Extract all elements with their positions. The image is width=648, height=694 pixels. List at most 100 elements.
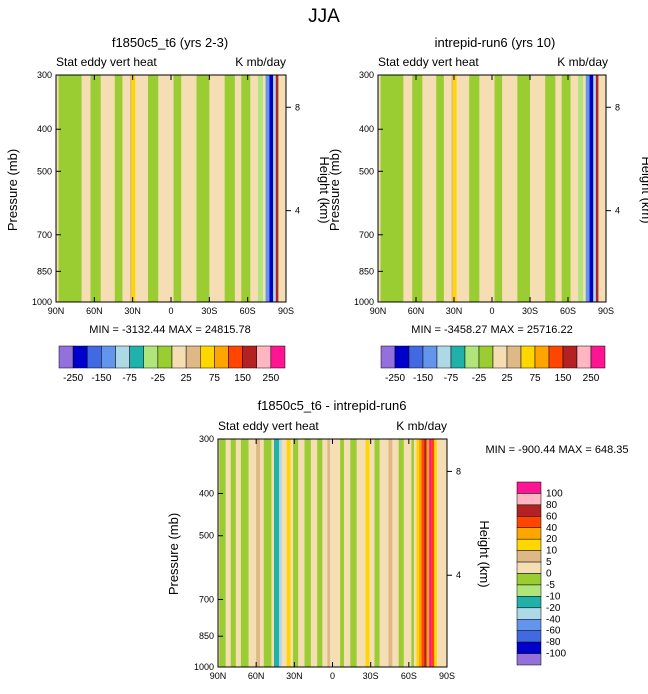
stats-text: MIN = -3458.27 MAX = 25716.22 (411, 324, 572, 336)
contour-band (263, 439, 272, 667)
colorbar-box (516, 516, 542, 528)
contour-band (365, 439, 370, 667)
colorbar-box (87, 345, 102, 369)
colorbar-box (478, 345, 494, 369)
colorbar-label: 250 (263, 373, 280, 384)
colorbar-box (516, 538, 542, 551)
colorbar-label: -25 (151, 373, 166, 384)
variable-label: Stat eddy vert heat (218, 419, 319, 433)
colorbar-label: -80 (546, 637, 561, 648)
colorbar-box (516, 630, 542, 643)
plot-area: 90N 60N 30N 0 30S 60S 90S 300 400 500 700 850 1000 8 4 (32, 70, 300, 316)
y-tick-label: 1000 (194, 662, 214, 672)
contour-band (585, 75, 590, 302)
contour-band (421, 439, 425, 667)
colorbar-box (520, 345, 536, 369)
contour-band (240, 439, 249, 667)
colorbar-box (516, 504, 542, 517)
y-tick-label: 700 (37, 230, 52, 240)
colorbar-label: -100 (546, 649, 566, 660)
y-tick-label: 850 (359, 266, 374, 276)
x-tick-label: 60N (86, 306, 103, 316)
contour-band (230, 439, 236, 667)
colorbar-label: 150 (555, 373, 572, 384)
plot-area: 90N 60N 30N 0 30S 60S 90S 300 400 500 700 850 1000 8 4 (354, 70, 620, 316)
contour-band (327, 439, 330, 667)
colorbar-box (506, 345, 522, 369)
colorbar-box (171, 345, 187, 369)
contour-band (131, 75, 136, 302)
y-tick-label: 850 (199, 631, 214, 641)
colorbar-box (516, 527, 542, 540)
y-tick-label: 500 (199, 531, 214, 541)
contour-band (219, 439, 226, 667)
colorbar-box (516, 493, 542, 506)
contour-band (398, 439, 404, 667)
colorbar-label: -250 (63, 373, 83, 384)
x-tick-label: 30S (201, 306, 217, 316)
contour-band (293, 439, 299, 667)
contour-band (273, 75, 276, 302)
contour-band (90, 75, 101, 302)
contour-band (286, 439, 291, 667)
y-right-tick-label: 8 (615, 102, 620, 112)
contour-band (426, 439, 430, 667)
units-label: K mb/day (557, 55, 608, 69)
colorbar-box (380, 345, 396, 369)
colorbar-label: -40 (546, 614, 561, 625)
x-tick-label: 30S (522, 306, 538, 316)
colorbar-box (590, 345, 606, 369)
x-tick-label: 30N (286, 671, 303, 681)
contour-band (424, 439, 427, 667)
y-tick-label: 300 (37, 70, 52, 80)
colorbar-box (228, 345, 243, 369)
contour-band (595, 75, 599, 302)
y-axis-right-label: Height (km) (477, 520, 492, 587)
colorbar-box (58, 345, 74, 369)
colorbar-box (422, 345, 438, 369)
colorbar-box (516, 596, 542, 609)
x-tick-label: 0 (330, 671, 335, 681)
contour-band (275, 75, 279, 302)
contour-band (148, 75, 159, 302)
stats-text: MIN = -3132.44 MAX = 24815.78 (89, 324, 250, 336)
y-tick-label: 1000 (354, 297, 374, 307)
contour-band (561, 75, 571, 302)
colorbar-label: 100 (546, 488, 563, 499)
y-right-tick-label: 8 (456, 466, 461, 476)
units-label: K mb/day (235, 55, 286, 69)
panel-title: f1850c5_t6 - intrepid-run6 (258, 398, 407, 413)
stats-text: MIN = -900.44 MAX = 648.35 (485, 444, 628, 456)
x-tick-label: 90N (210, 671, 227, 681)
contour-band (317, 439, 323, 667)
colorbar-box (534, 345, 550, 369)
colorbar-box (464, 345, 480, 369)
contour-band (257, 75, 263, 302)
colorbar-box (516, 607, 542, 620)
units-label: K mb/day (396, 419, 447, 433)
contour-band (517, 75, 530, 302)
x-tick-label: 60N (248, 671, 265, 681)
x-tick-label: 90S (439, 671, 455, 681)
panel-test: intrepid-run6 (yrs 10) Stat eddy vert he… (327, 35, 648, 384)
y-axis-label: Pressure (mb) (5, 149, 20, 231)
colorbar-label: 40 (546, 523, 558, 534)
colorbar-box (143, 345, 159, 369)
contour-band (436, 75, 444, 302)
colorbar-box (492, 345, 508, 369)
y-tick-label: 400 (359, 124, 374, 134)
y-axis-right-label: Height (km) (317, 156, 332, 223)
colorbar-box (516, 584, 542, 597)
contour-band (545, 75, 556, 302)
colorbar-box (115, 345, 130, 369)
colorbar-label: 25 (181, 373, 193, 384)
colorbar-box (214, 345, 229, 369)
colorbar-label: -150 (413, 373, 433, 384)
x-tick-label: 60S (240, 306, 256, 316)
y-tick-label: 300 (359, 70, 374, 80)
panel-diff: f1850c5_t6 - intrepid-run6 Stat eddy ver… (166, 398, 629, 681)
colorbar-box (394, 345, 410, 369)
colorbar-box (516, 619, 542, 631)
